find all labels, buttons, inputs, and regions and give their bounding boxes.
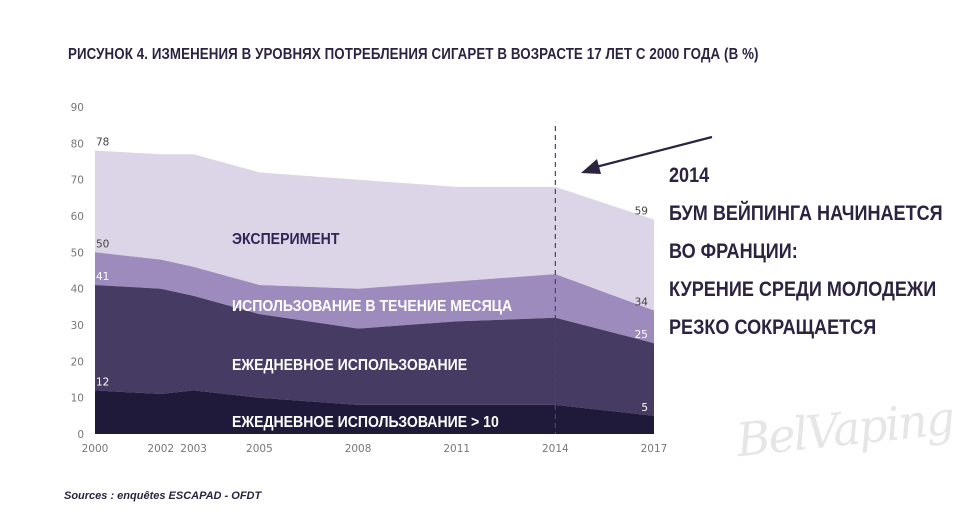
area-band-3	[95, 285, 654, 416]
vaping-annotation: 2014 БУМ ВЕЙПИНГА НАЧИНАЕТСЯ ВО ФРАНЦИИ:…	[669, 157, 943, 347]
start-data-label: 41	[96, 271, 109, 283]
annotation-line-3: ВО ФРАНЦИИ:	[669, 240, 798, 263]
end-data-label: 25	[635, 329, 648, 341]
area-band-1	[95, 150, 654, 311]
start-data-label: 50	[96, 238, 109, 250]
series-label-2: ИСПОЛЬЗОВАНИЕ В ТЕЧЕНИЕ МЕСЯЦА	[232, 297, 512, 315]
x-tick-label: 2000	[82, 443, 109, 455]
annotation-line-5: РЕЗКО СОКРАЩАЕТСЯ	[669, 316, 877, 339]
y-tick-label: 20	[71, 356, 84, 368]
end-data-label: 59	[635, 206, 648, 218]
x-tick-label: 2014	[542, 443, 569, 455]
y-tick-label: 0	[77, 429, 84, 441]
series-label-4: ЕЖЕДНЕВНОЕ ИСПОЛЬЗОВАНИЕ > 10	[232, 413, 499, 431]
y-tick-label: 80	[71, 138, 84, 150]
y-tick-label: 50	[71, 247, 84, 259]
x-tick-label: 2003	[180, 443, 207, 455]
annotation-arrow-line	[591, 135, 713, 170]
y-tick-label: 40	[71, 284, 84, 296]
x-tick-label: 2005	[246, 443, 273, 455]
y-tick-label: 30	[71, 320, 84, 332]
y-tick-label: 90	[71, 102, 84, 114]
start-data-label: 12	[96, 376, 109, 388]
annotation-arrow-head	[581, 159, 601, 174]
annotation-line-2: БУМ ВЕЙПИНГА НАЧИНАЕТСЯ	[669, 202, 943, 225]
x-tick-label: 2011	[443, 443, 470, 455]
x-tick-label: 2002	[147, 443, 174, 455]
series-label-1: ЭКСПЕРИМЕНТ	[232, 230, 340, 248]
annotation-line-1: 2014	[669, 164, 710, 187]
chart-title: РИСУНОК 4. ИЗМЕНЕНИЯ В УРОВНЯХ ПОТРЕБЛЕН…	[68, 46, 759, 63]
area-band-2	[95, 252, 654, 344]
x-tick-label: 2008	[345, 443, 372, 455]
end-data-label: 5	[641, 402, 648, 414]
y-tick-label: 60	[71, 211, 84, 223]
y-tick-label: 70	[71, 175, 84, 187]
series-label-3: ЕЖЕДНЕВНОЕ ИСПОЛЬЗОВАНИЕ	[232, 356, 467, 374]
y-tick-label: 10	[71, 393, 84, 405]
end-data-label: 34	[635, 296, 649, 308]
x-tick-label: 2017	[641, 443, 668, 455]
annotation-line-4: КУРЕНИЕ СРЕДИ МОЛОДЕЖИ	[669, 278, 937, 301]
start-data-label: 78	[96, 137, 109, 149]
source-note: Sources : enquêtes ESCAPAD - OFDT	[64, 490, 262, 502]
area-band-4	[95, 390, 654, 434]
